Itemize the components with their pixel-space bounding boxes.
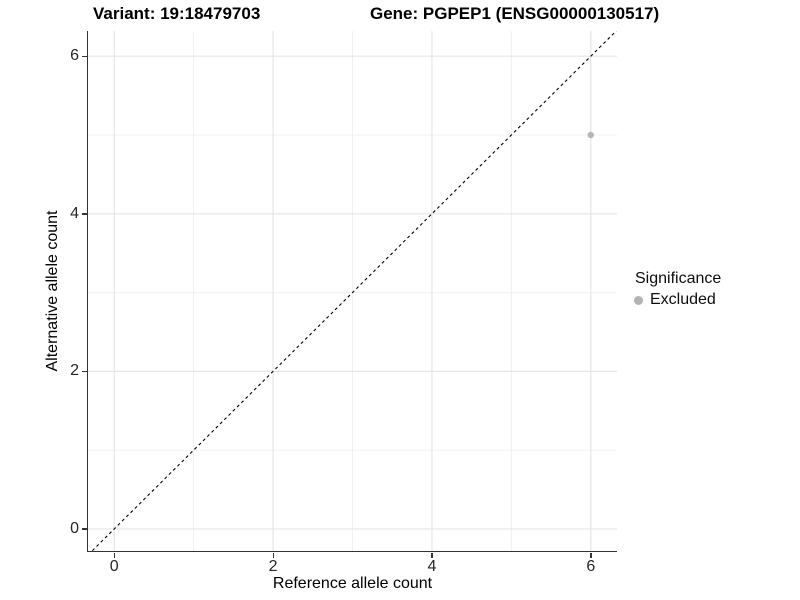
plot-canvas bbox=[88, 31, 617, 551]
x-tick-label: 4 bbox=[427, 558, 437, 575]
x-tick-mark bbox=[113, 552, 115, 558]
x-tick-label: 6 bbox=[586, 558, 596, 575]
x-tick-label: 0 bbox=[109, 558, 119, 575]
y-tick-mark bbox=[81, 370, 87, 373]
legend-title: Significance bbox=[635, 270, 722, 287]
data-point bbox=[587, 131, 594, 139]
y-tick-mark bbox=[81, 55, 87, 57]
plot-panel bbox=[87, 31, 617, 552]
legend-item-label: Excluded bbox=[650, 291, 716, 308]
y-tick-label: 6 bbox=[70, 47, 79, 65]
x-axis-title: Reference allele count bbox=[272, 575, 433, 592]
x-tick-label: 2 bbox=[268, 558, 278, 575]
y-axis-title: Alternative allele count bbox=[44, 210, 61, 372]
gene-title: Gene: PGPEP1 (ENSG00000130517) bbox=[370, 4, 660, 23]
legend: Significance Excluded bbox=[627, 269, 721, 311]
y-tick-label: 4 bbox=[70, 204, 79, 222]
y-tick-label: 0 bbox=[70, 519, 79, 537]
y-tick-label: 2 bbox=[70, 362, 79, 380]
x-tick-mark bbox=[431, 552, 433, 558]
x-tick-mark bbox=[272, 552, 274, 558]
y-tick-mark bbox=[81, 528, 87, 530]
identity-line bbox=[91, 31, 617, 551]
x-tick-mark bbox=[590, 552, 592, 558]
variant-title: Variant: 19:18479703 bbox=[93, 4, 261, 23]
excluded-point-icon bbox=[634, 295, 643, 305]
legend-item-excluded: Excluded bbox=[634, 289, 721, 311]
y-tick-mark bbox=[81, 213, 87, 215]
